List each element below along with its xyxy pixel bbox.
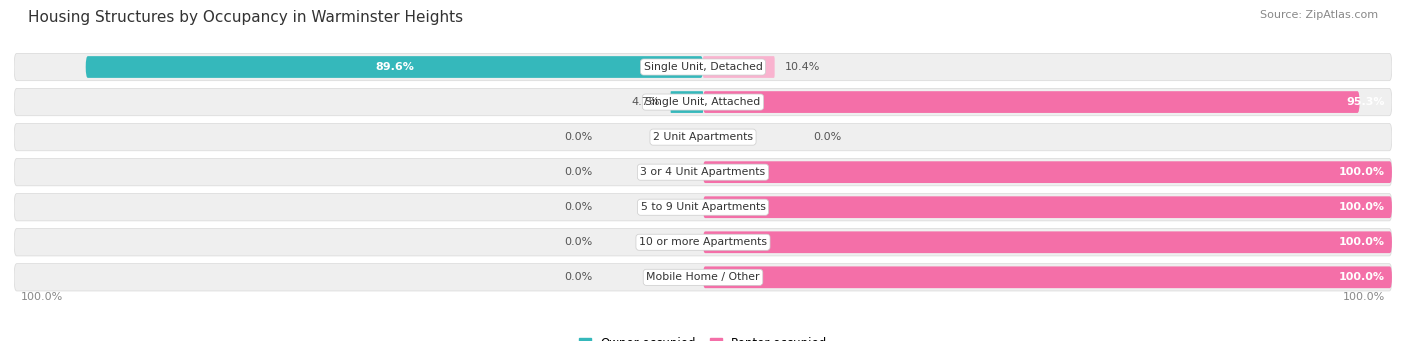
FancyBboxPatch shape [703, 56, 775, 78]
FancyBboxPatch shape [14, 159, 1392, 186]
FancyBboxPatch shape [14, 228, 1392, 256]
Text: Source: ZipAtlas.com: Source: ZipAtlas.com [1260, 10, 1378, 20]
Text: 100.0%: 100.0% [1343, 292, 1385, 302]
Text: 5 to 9 Unit Apartments: 5 to 9 Unit Apartments [641, 202, 765, 212]
FancyBboxPatch shape [14, 88, 1392, 116]
Legend: Owner-occupied, Renter-occupied: Owner-occupied, Renter-occupied [579, 337, 827, 341]
FancyBboxPatch shape [14, 264, 1392, 291]
Text: 0.0%: 0.0% [565, 202, 593, 212]
Text: 0.0%: 0.0% [565, 132, 593, 142]
Text: 100.0%: 100.0% [1339, 202, 1385, 212]
Text: 0.0%: 0.0% [565, 272, 593, 282]
FancyBboxPatch shape [703, 161, 1392, 183]
FancyBboxPatch shape [703, 91, 1360, 113]
Text: 2 Unit Apartments: 2 Unit Apartments [652, 132, 754, 142]
Text: 100.0%: 100.0% [21, 292, 63, 302]
Text: 10 or more Apartments: 10 or more Apartments [638, 237, 768, 247]
Text: 89.6%: 89.6% [375, 62, 413, 72]
Text: 100.0%: 100.0% [1339, 167, 1385, 177]
FancyBboxPatch shape [14, 123, 1392, 151]
Text: 0.0%: 0.0% [565, 167, 593, 177]
Text: 0.0%: 0.0% [565, 237, 593, 247]
Text: 95.3%: 95.3% [1347, 97, 1385, 107]
Text: Single Unit, Detached: Single Unit, Detached [644, 62, 762, 72]
FancyBboxPatch shape [703, 266, 1392, 288]
FancyBboxPatch shape [703, 196, 1392, 218]
FancyBboxPatch shape [14, 53, 1392, 81]
FancyBboxPatch shape [671, 91, 703, 113]
Text: 4.7%: 4.7% [631, 97, 661, 107]
FancyBboxPatch shape [86, 56, 703, 78]
Text: 100.0%: 100.0% [1339, 272, 1385, 282]
Text: 100.0%: 100.0% [1339, 237, 1385, 247]
Text: Housing Structures by Occupancy in Warminster Heights: Housing Structures by Occupancy in Warmi… [28, 10, 463, 25]
FancyBboxPatch shape [703, 232, 1392, 253]
Text: 10.4%: 10.4% [785, 62, 820, 72]
Text: 3 or 4 Unit Apartments: 3 or 4 Unit Apartments [641, 167, 765, 177]
Text: 0.0%: 0.0% [813, 132, 841, 142]
Text: Mobile Home / Other: Mobile Home / Other [647, 272, 759, 282]
Text: Single Unit, Attached: Single Unit, Attached [645, 97, 761, 107]
FancyBboxPatch shape [14, 194, 1392, 221]
